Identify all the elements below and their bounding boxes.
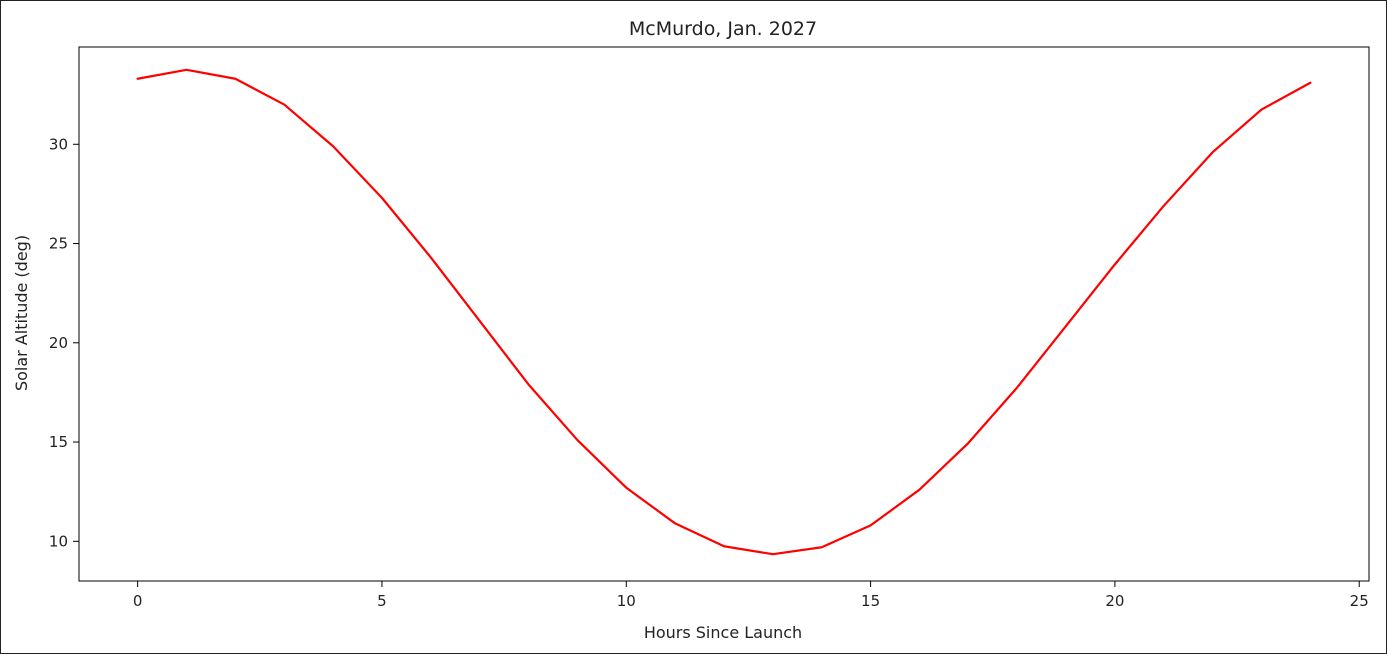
y-tick-label: 10 — [49, 532, 68, 550]
series-line-0 — [136, 68, 1312, 556]
x-axis-title: Hours Since Launch — [644, 623, 802, 642]
y-tick-label: 15 — [49, 433, 68, 451]
y-tick-label: 30 — [49, 135, 68, 153]
plot-area: 0 5 10 15 20 25 10 15 20 25 30 — [49, 46, 1370, 610]
chart-title: McMurdo, Jan. 2027 — [629, 18, 817, 40]
x-tick-label: 25 — [1350, 592, 1369, 610]
y-tick-label: 25 — [49, 235, 68, 253]
x-tick-label: 15 — [861, 592, 880, 610]
x-tick-label: 5 — [377, 592, 387, 610]
y-tick-label: 20 — [49, 334, 68, 352]
y-axis-title: Solar Altitude (deg) — [12, 235, 31, 391]
x-tick-label: 0 — [133, 592, 143, 610]
x-tick-label: 10 — [617, 592, 636, 610]
x-tick-label: 20 — [1105, 592, 1124, 610]
axes-frame — [78, 46, 1370, 582]
